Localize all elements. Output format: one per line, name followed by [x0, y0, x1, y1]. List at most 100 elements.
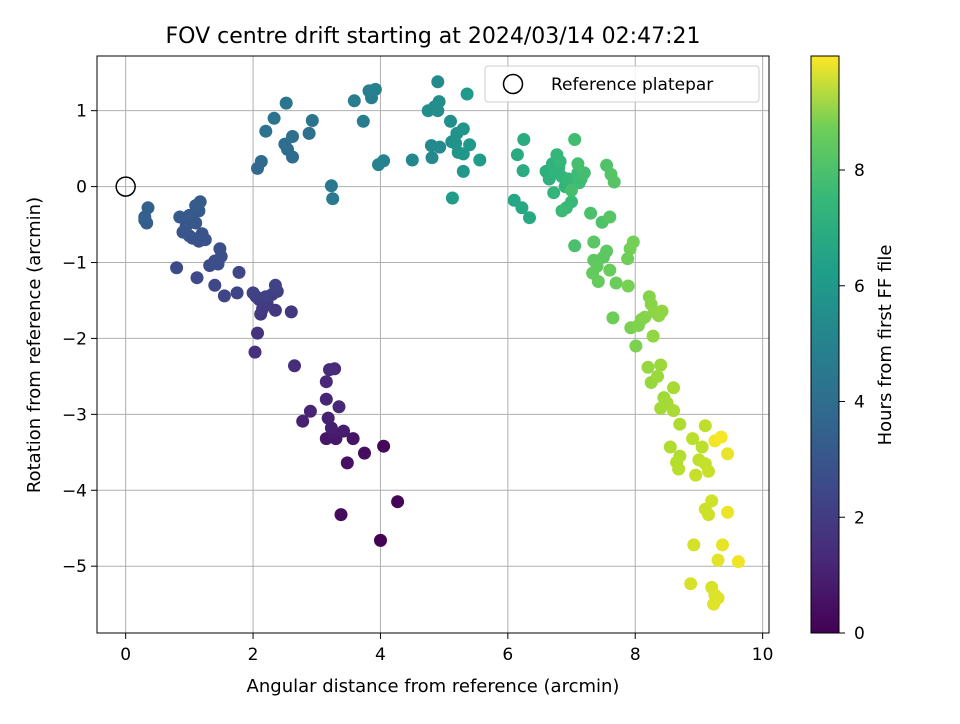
- data-point: [319, 375, 333, 389]
- data-point: [347, 94, 361, 108]
- data-point: [460, 87, 474, 101]
- data-point: [279, 96, 293, 110]
- data-point: [523, 211, 536, 225]
- data-point: [391, 495, 405, 509]
- data-point: [232, 265, 246, 279]
- colorbar-tick-label: 6: [854, 277, 865, 297]
- data-point: [193, 195, 207, 209]
- data-point: [587, 235, 601, 249]
- data-point: [621, 279, 635, 293]
- data-point: [425, 151, 439, 165]
- data-point: [568, 239, 582, 253]
- data-point: [667, 381, 680, 395]
- y-tick-label: −1: [62, 254, 87, 274]
- colorbar-ticks: 0 2 4 6 8: [839, 161, 865, 644]
- data-point: [603, 210, 617, 224]
- data-point: [721, 447, 735, 461]
- data-point: [319, 392, 333, 406]
- data-point: [584, 206, 598, 220]
- data-point: [324, 179, 338, 193]
- colorbar-tick-label: 0: [854, 624, 865, 644]
- data-point: [705, 494, 719, 508]
- data-point: [346, 432, 360, 446]
- colorbar-tick-label: 2: [854, 508, 865, 528]
- data-point: [721, 505, 735, 519]
- y-tick-label: −3: [62, 405, 87, 425]
- data-point: [689, 468, 703, 482]
- data-point: [332, 400, 346, 414]
- data-point: [646, 329, 660, 343]
- data-point: [173, 210, 187, 224]
- x-axis-ticks: 0 2 4 6 8 10: [120, 633, 773, 665]
- y-tick-label: −5: [62, 557, 87, 577]
- data-point: [654, 401, 668, 415]
- data-point: [340, 456, 354, 470]
- data-point: [358, 446, 371, 460]
- data-point: [473, 153, 487, 167]
- y-tick-label: 0: [76, 178, 87, 198]
- data-point: [195, 227, 209, 241]
- data-point: [686, 432, 700, 446]
- data-point: [626, 235, 640, 249]
- data-point: [716, 538, 729, 552]
- data-point: [302, 126, 316, 140]
- data-point: [609, 276, 623, 290]
- data-point: [629, 339, 643, 353]
- colorbar-tick-label: 8: [854, 161, 865, 181]
- data-point: [641, 360, 655, 374]
- data-point: [368, 82, 382, 96]
- data-point: [305, 114, 319, 127]
- data-point: [695, 440, 709, 454]
- legend-box: [484, 65, 760, 103]
- data-point: [372, 158, 385, 172]
- legend: Reference platepar: [484, 65, 760, 103]
- data-point: [445, 191, 459, 205]
- data-point: [553, 155, 567, 168]
- y-axis-ticks: 1 0 −1 −2 −3 −4 −5: [62, 102, 97, 577]
- data-point: [515, 201, 529, 215]
- data-point: [463, 138, 477, 152]
- data-point: [141, 201, 155, 215]
- data-point: [251, 326, 264, 340]
- data-point: [377, 439, 391, 453]
- data-point: [431, 104, 445, 118]
- data-point: [356, 114, 370, 128]
- data-point: [568, 133, 582, 146]
- data-point: [328, 362, 342, 376]
- legend-reference-marker: [502, 73, 524, 95]
- data-point: [321, 411, 335, 425]
- data-point: [268, 278, 282, 292]
- data-point: [456, 164, 470, 178]
- data-point: [208, 278, 222, 292]
- colorbar: 0 2 4 6 8 Hours from first FF file: [810, 55, 896, 644]
- data-point: [654, 358, 668, 372]
- reference-platepar-marker: [115, 176, 136, 197]
- data-point: [334, 508, 348, 522]
- data-point: [431, 75, 445, 89]
- data-point: [456, 122, 470, 136]
- x-tick-label: 8: [630, 645, 641, 665]
- data-point: [516, 164, 530, 178]
- x-tick-label: 4: [375, 645, 386, 665]
- data-point: [577, 166, 591, 180]
- data-point: [456, 147, 470, 161]
- chart-title: FOV centre drift starting at 2024/03/14 …: [166, 24, 701, 49]
- data-point: [547, 186, 561, 200]
- data-point: [324, 421, 338, 435]
- data-point: [673, 417, 687, 431]
- data-point: [603, 263, 617, 277]
- data-point: [702, 508, 715, 522]
- data-point: [684, 577, 698, 591]
- x-tick-label: 0: [120, 645, 131, 665]
- x-tick-label: 2: [248, 645, 259, 665]
- data-point: [230, 286, 244, 300]
- data-point: [284, 305, 298, 319]
- colorbar-tick-label: 4: [854, 393, 865, 413]
- y-tick-label: −4: [62, 481, 87, 501]
- x-tick-label: 10: [752, 645, 774, 665]
- data-point: [591, 275, 605, 288]
- data-point: [731, 555, 745, 569]
- data-point: [405, 153, 419, 167]
- colorbar-label: Hours from first FF file: [875, 245, 896, 446]
